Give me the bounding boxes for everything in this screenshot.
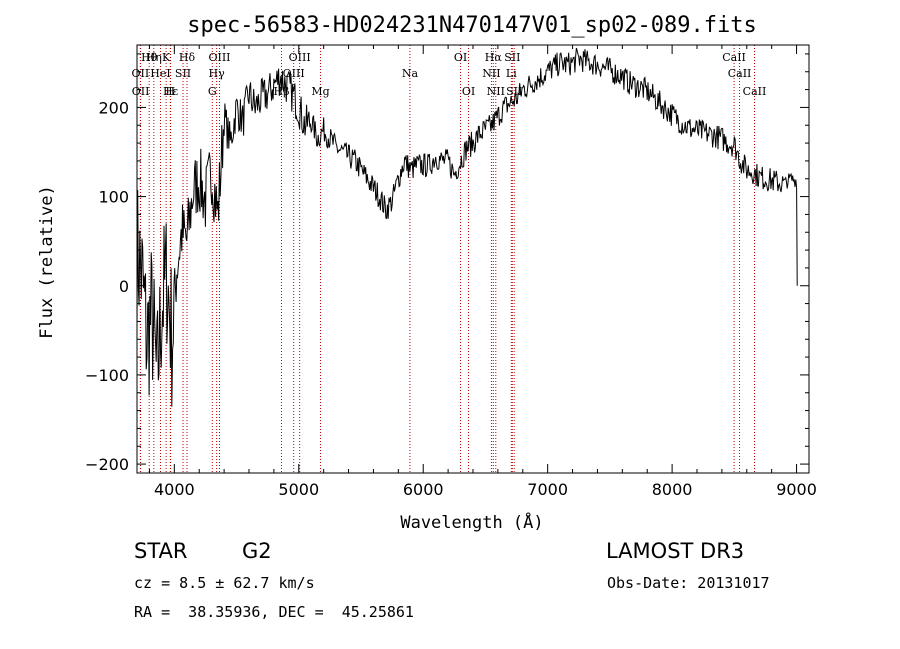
line-marker-label: OIII <box>289 51 311 64</box>
line-marker-label: Hα <box>485 51 503 64</box>
line-marker-label: OIII <box>208 51 230 64</box>
line-marker-label: CaII <box>743 85 767 98</box>
line-marker-label: Hε <box>163 85 179 98</box>
line-marker-label: OI <box>454 51 467 64</box>
flux-series-line <box>136 47 798 407</box>
x-axis-ticks: 4000 5000 6000 7000 8000 9000 <box>148 45 817 499</box>
redshift-text: cz = 8.5 ± 62.7 km/s <box>134 574 315 592</box>
line-marker-label: SII <box>175 67 191 80</box>
y-tick-label: 0 <box>119 277 129 296</box>
line-marker-label: Mg <box>311 85 329 98</box>
y-axis-label: Flux (relative) <box>37 185 57 339</box>
line-marker-label: Hδ <box>179 51 196 64</box>
line-marker-label: Na <box>402 67 419 80</box>
line-marker-label: SII <box>504 51 520 64</box>
line-marker-label: CaII <box>722 51 746 64</box>
y-tick-label: 200 <box>98 98 129 117</box>
line-marker-label: H <box>166 85 176 98</box>
line-marker-label: Li <box>506 67 517 80</box>
line-marker-label: OIII <box>283 67 305 80</box>
line-marker-label: Hθ <box>141 51 158 64</box>
coordinates: RA = 38.35936, DEC = 45.25861 <box>134 603 414 621</box>
line-marker-label: Hη <box>146 51 162 64</box>
line-marker-label: K <box>162 51 171 64</box>
y-tick-label: −100 <box>85 366 129 385</box>
x-tick-label: 6000 <box>403 480 444 499</box>
x-tick-label: 8000 <box>652 480 693 499</box>
line-marker-label: OII <box>132 67 150 80</box>
x-axis-label: Wavelength (Å) <box>400 511 543 533</box>
obs-date: Obs-Date: 20131017 <box>607 574 770 592</box>
line-marker-label: OII <box>132 85 150 98</box>
survey-name: LAMOST DR3 <box>606 539 745 563</box>
x-tick-label: 4000 <box>154 480 195 499</box>
y-axis-ticks: −200 −100 0 100 200 <box>85 53 809 474</box>
line-marker-label: NII <box>487 85 505 98</box>
line-marker-label: CaII <box>728 67 752 80</box>
y-tick-label: −200 <box>85 455 129 474</box>
object-subclass: G2 <box>242 539 272 563</box>
object-class: STAR <box>134 539 188 563</box>
spectral-line-markers <box>139 45 755 473</box>
line-marker-label: Hγ <box>209 67 226 80</box>
line-marker-label: G <box>208 85 217 98</box>
line-marker-label: NII <box>482 67 500 80</box>
x-tick-label: 9000 <box>776 480 817 499</box>
y-tick-label: 100 <box>98 188 129 207</box>
chart-title: spec-56583-HD024231N470147V01_sp02-089.f… <box>187 13 757 38</box>
line-marker-label: HeI <box>150 67 170 80</box>
line-marker-label: OI <box>462 85 475 98</box>
x-tick-label: 7000 <box>527 480 568 499</box>
x-tick-label: 5000 <box>278 480 319 499</box>
